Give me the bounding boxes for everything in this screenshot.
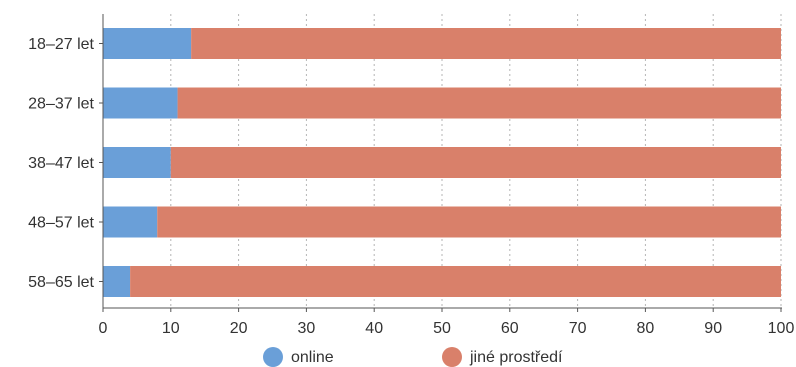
y-tick-label-5: 58–65 let: [28, 274, 94, 291]
bar-jine-prostredi-1: [191, 28, 781, 59]
x-tick-label-30: 30: [298, 320, 316, 337]
y-tick-label-1: 18–27 let: [28, 36, 94, 53]
bar-online-1: [103, 28, 192, 59]
y-tick-label-4: 48–57 let: [28, 215, 94, 232]
bar-jine-prostredi-2: [177, 87, 781, 119]
bar-online-3: [103, 147, 171, 178]
x-axis-tick-labels: 0 10 20 30 40 50 60 70 80 90 100: [99, 308, 795, 337]
x-tick-label-10: 10: [162, 320, 180, 337]
x-tick-label-50: 50: [433, 320, 451, 337]
bar-online-2: [103, 87, 178, 119]
x-tick-label-20: 20: [230, 320, 248, 337]
x-tick-label-100: 100: [768, 320, 795, 337]
legend-label-online: online: [291, 349, 334, 366]
x-tick-label-70: 70: [569, 320, 587, 337]
x-tick-label-60: 60: [501, 320, 519, 337]
legend-swatch-online: [263, 347, 283, 367]
legend-label-jine-prostredi: jiné prostředí: [469, 349, 563, 366]
legend-swatch-jine-prostredi: [442, 347, 462, 367]
x-tick-label-90: 90: [704, 320, 722, 337]
bar-jine-prostredi-4: [157, 206, 782, 238]
bar-online-4: [103, 206, 158, 238]
x-tick-label-40: 40: [365, 320, 383, 337]
bars: [103, 28, 782, 297]
x-tick-label-80: 80: [637, 320, 655, 337]
legend: online jiné prostředí: [263, 347, 563, 367]
bar-jine-prostredi-3: [170, 147, 782, 178]
y-tick-label-3: 38–47 let: [28, 155, 94, 172]
y-axis-tick-labels: 18–27 let 28–37 let 38–47 let 48–57 let 58–6…: [28, 36, 103, 291]
y-tick-label-2: 28–37 let: [28, 96, 94, 113]
bar-jine-prostredi-5: [130, 266, 781, 297]
bar-online-5: [103, 266, 131, 297]
x-tick-label-0: 0: [99, 320, 108, 337]
